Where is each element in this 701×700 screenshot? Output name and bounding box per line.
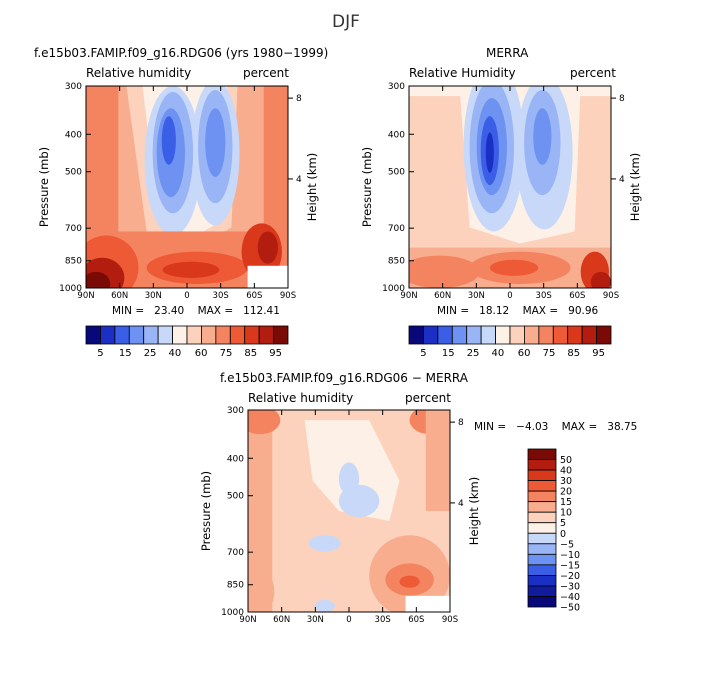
model-minmax-text: MIN = 23.40 MAX = 112.41 bbox=[112, 305, 280, 317]
contour-region bbox=[161, 116, 176, 165]
contour-fill bbox=[86, 86, 288, 288]
merra-units-label: percent bbox=[570, 66, 616, 80]
contour-region bbox=[86, 271, 111, 288]
diff-minmax-text: MIN = −4.03 MAX = 38.75 bbox=[474, 421, 638, 433]
contour-band bbox=[247, 265, 288, 288]
contour-region bbox=[205, 108, 226, 177]
model-panel-title: f.e15b03.FAMIP.f09_g16.RDG06 (yrs 1980−1… bbox=[34, 46, 329, 60]
contour-region bbox=[162, 261, 220, 278]
figure-title: DJF bbox=[332, 12, 360, 32]
model-units-label: percent bbox=[243, 66, 289, 80]
diff-units-label: percent bbox=[405, 391, 451, 405]
model-contour-field bbox=[86, 86, 288, 288]
merra-minmax-text: MIN = 18.12 MAX = 90.96 bbox=[437, 305, 599, 317]
diff-panel-title: f.e15b03.FAMIP.f09_g16.RDG06 − MERRA bbox=[220, 371, 468, 385]
merra-panel-title: MERRA bbox=[486, 46, 529, 60]
merra-variable-label: Relative Humidity bbox=[409, 66, 516, 80]
model-variable-label: Relative humidity bbox=[86, 66, 192, 80]
diff-variable-label: Relative humidity bbox=[248, 391, 354, 405]
contour-region bbox=[257, 231, 278, 264]
